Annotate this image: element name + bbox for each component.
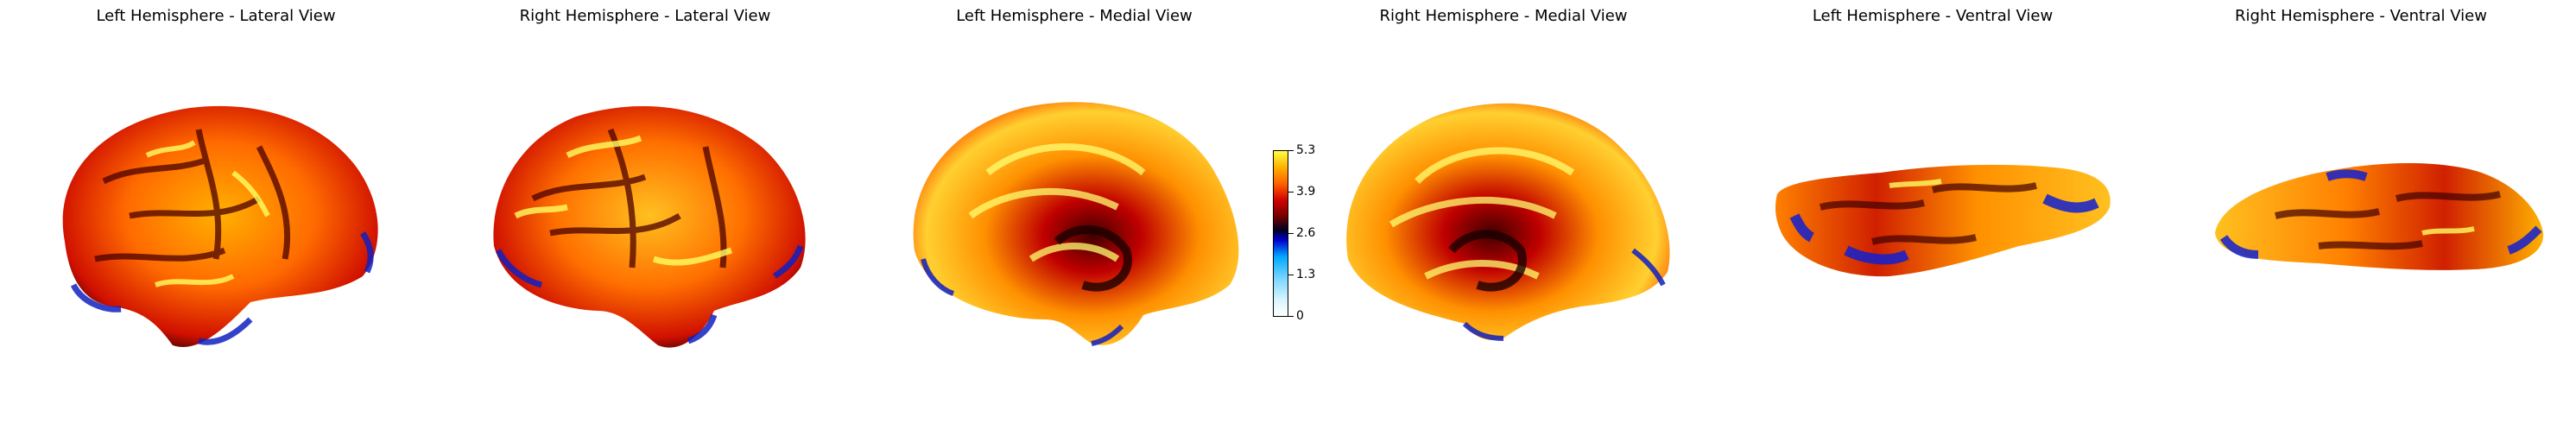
colorbar-tick bbox=[1288, 192, 1294, 193]
panel-title: Left Hemisphere - Medial View bbox=[956, 7, 1193, 25]
colorbar-gradient bbox=[1274, 151, 1288, 316]
brain-surface-image bbox=[493, 105, 806, 348]
panel-left-ventral: Left Hemisphere - Ventral View bbox=[1717, 0, 2149, 442]
colorbar-label: 2.6 bbox=[1296, 226, 1316, 240]
brain-surface-image bbox=[913, 102, 1239, 346]
brain-surface-image bbox=[62, 105, 378, 347]
colorbar-tick bbox=[1288, 150, 1294, 151]
colorbar bbox=[1273, 150, 1288, 317]
panel-title: Left Hemisphere - Ventral View bbox=[1812, 7, 2054, 25]
panel-right-medial: Right Hemisphere - Medial View bbox=[1288, 0, 1719, 442]
brain-surface-image bbox=[2215, 162, 2544, 270]
colorbar-label: 0 bbox=[1296, 309, 1304, 323]
panel-title: Right Hemisphere - Medial View bbox=[1379, 7, 1628, 25]
colorbar-label: 5.3 bbox=[1296, 143, 1316, 157]
panel-title: Left Hemisphere - Lateral View bbox=[96, 7, 336, 25]
panel-left-medial: Left Hemisphere - Medial View bbox=[858, 0, 1290, 442]
panel-right-ventral: Right Hemisphere - Ventral View bbox=[2146, 0, 2576, 442]
colorbar-label: 1.3 bbox=[1296, 268, 1316, 281]
brain-surface-image bbox=[1775, 164, 2111, 277]
colorbar-tick bbox=[1288, 233, 1294, 234]
panel-title: Right Hemisphere - Ventral View bbox=[2235, 7, 2487, 25]
colorbar-label: 3.9 bbox=[1296, 185, 1316, 199]
colorbar-tick bbox=[1288, 316, 1294, 317]
panel-title: Right Hemisphere - Lateral View bbox=[519, 7, 771, 25]
panel-right-lateral: Right Hemisphere - Lateral View bbox=[429, 0, 861, 442]
brain-surface-image bbox=[1346, 103, 1670, 341]
panel-left-lateral: Left Hemisphere - Lateral View bbox=[0, 0, 432, 442]
